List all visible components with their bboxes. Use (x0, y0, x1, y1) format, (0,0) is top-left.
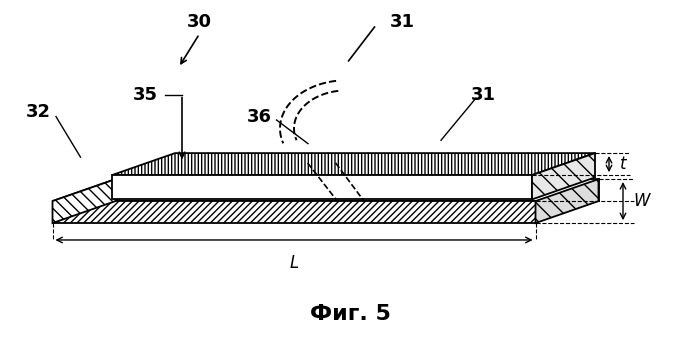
Text: 31: 31 (390, 13, 415, 31)
Text: 31: 31 (470, 86, 496, 104)
Polygon shape (52, 201, 536, 223)
Text: Фиг. 5: Фиг. 5 (309, 305, 391, 324)
Text: W: W (634, 192, 650, 210)
Text: 32: 32 (26, 102, 51, 121)
Text: L: L (289, 254, 299, 271)
Polygon shape (532, 153, 595, 199)
Text: 36: 36 (246, 107, 272, 126)
Text: 35: 35 (132, 86, 158, 104)
Polygon shape (536, 179, 598, 223)
Polygon shape (52, 179, 116, 223)
Polygon shape (112, 175, 532, 199)
Polygon shape (112, 153, 595, 175)
Polygon shape (52, 179, 175, 201)
Text: 30: 30 (187, 13, 212, 31)
Text: t: t (620, 155, 626, 173)
